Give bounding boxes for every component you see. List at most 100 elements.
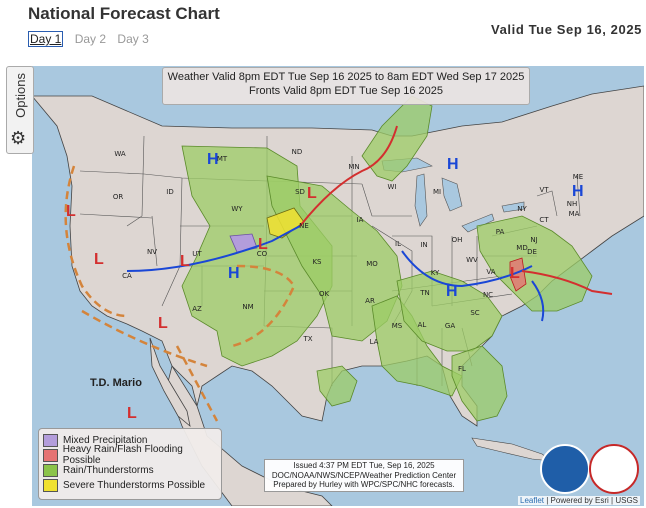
page-title: National Forecast Chart [28, 4, 220, 23]
issued-agency: DOC/NOAA/NWS/NCEP/Weather Prediction Cen… [271, 470, 457, 480]
state-label: DE [527, 248, 537, 256]
state-label: AZ [192, 305, 202, 313]
tab-day-1[interactable]: Day 1 [28, 31, 64, 47]
low-pressure-5: L [307, 185, 317, 202]
legend-swatch [43, 478, 58, 492]
issued-preparer: Prepared by Hurley with WPC/SPC/NHC fore… [273, 480, 455, 489]
state-label: NC [483, 291, 493, 299]
state-label: TX [302, 335, 312, 343]
issued-time: Issued 4:37 PM EDT Tue, Sep 16, 2025 [293, 461, 435, 470]
lake-michigan [414, 173, 428, 227]
low-pressure-7: L [510, 265, 520, 282]
attribution-text: | Powered by Esri | USGS [544, 496, 638, 505]
legend-item-severe: Severe Thunderstorms Possible [43, 478, 205, 492]
high-pressure-3: H [572, 183, 584, 200]
state-label: NV [147, 248, 157, 256]
state-label: LA [370, 338, 379, 346]
state-label: MO [366, 260, 378, 268]
legend-swatch [43, 433, 58, 447]
state-label: OH [452, 236, 463, 244]
state-label: MA [569, 210, 580, 218]
state-label: IL [395, 240, 401, 248]
tab-day-2[interactable]: Day 2 [74, 32, 107, 46]
high-pressure-1: H [207, 151, 219, 168]
state-label: UT [192, 250, 202, 258]
state-label: MD [516, 244, 527, 252]
rain-areas [181, 95, 593, 422]
low-pressure-1: L [66, 203, 76, 220]
state-label: CT [539, 216, 549, 224]
mixed-precip-area [229, 233, 258, 253]
state-label: VA [486, 268, 495, 276]
high-pressure-2: H [447, 156, 459, 173]
state-label: IA [357, 216, 364, 224]
lake-ontario [501, 201, 525, 213]
nws-logo[interactable] [589, 444, 639, 494]
valid-date: Valid Tue Sep 16, 2025 [491, 22, 642, 37]
warm-front-east [521, 270, 613, 295]
high-pressure-markers: H H H H H [207, 151, 584, 300]
state-label: WV [466, 256, 478, 264]
state-labels: WA OR ID MT WY NV UT CO CA AZ NM ND SD N… [113, 148, 583, 373]
rain-area-florida [451, 345, 508, 422]
rain-area-south-texas [316, 365, 358, 407]
noaa-logo[interactable] [540, 444, 590, 494]
low-pressure-6: L [158, 315, 168, 332]
legend-label: Rain/Thunderstorms [63, 464, 154, 476]
state-label: NM [242, 303, 253, 311]
land-cuba [471, 437, 554, 462]
cold-front-west [126, 225, 301, 272]
legend-label: Severe Thunderstorms Possible [63, 479, 206, 491]
lake-huron [441, 177, 463, 212]
state-label: SC [470, 309, 479, 317]
low-pressure-markers: L L L L L L L L [66, 185, 520, 422]
state-label: ND [292, 148, 303, 156]
options-panel[interactable]: Options ⚙ [6, 66, 34, 154]
state-label: OK [319, 290, 330, 298]
high-pressure-5: H [446, 283, 458, 300]
gear-icon: ⚙ [10, 128, 27, 148]
troughs [64, 165, 296, 422]
state-label: IN [420, 241, 427, 249]
legend-swatch [43, 448, 58, 462]
legend-item-mixed: Mixed Precipitation [43, 433, 147, 447]
fronts-valid-text: Fronts Valid 8pm EDT Tue Sep 16 2025 [248, 85, 444, 97]
state-label: VT [539, 186, 549, 194]
state-label: CO [257, 250, 268, 258]
state-label: MN [348, 163, 359, 171]
state-label: NY [517, 205, 527, 213]
state-label: PA [496, 228, 505, 236]
state-label: KS [312, 258, 322, 266]
low-pressure-3: L [180, 253, 190, 270]
state-label: NE [299, 222, 309, 230]
issued-box: Issued 4:37 PM EDT Tue, Sep 16, 2025 DOC… [264, 459, 464, 492]
day-tabs: Day 1 Day 2 Day 3 [28, 31, 157, 47]
state-label: OR [113, 193, 124, 201]
state-label: SD [295, 188, 305, 196]
weather-valid-text: Weather Valid 8pm EDT Tue Sep 16 2025 to… [167, 71, 525, 83]
valid-time-box: Weather Valid 8pm EDT Tue Sep 16 2025 to… [162, 67, 530, 105]
flood-area [509, 257, 527, 292]
low-pressure-2: L [94, 251, 104, 268]
stationary-front [299, 125, 398, 227]
tab-day-3[interactable]: Day 3 [117, 32, 149, 46]
lake-erie [461, 213, 495, 233]
state-label: KY [431, 269, 440, 277]
state-label: NH [567, 200, 578, 208]
state-label: TN [419, 289, 430, 297]
land-baja [149, 337, 191, 428]
legend-swatch [43, 463, 58, 477]
storm-label: T.D. Mario [90, 377, 142, 389]
cold-front-atlantic [531, 280, 545, 322]
rain-area-east-coast [476, 215, 593, 312]
legend-label: Mixed Precipitation [63, 434, 148, 446]
legend-item-flood: Heavy Rain/Flash Flooding Possible [43, 444, 221, 466]
state-label: MS [392, 322, 403, 330]
state-label: AL [418, 321, 427, 329]
cold-front-east [401, 250, 533, 288]
state-label: AR [365, 297, 375, 305]
state-label: WA [114, 150, 126, 158]
low-pressure-8: L [127, 405, 137, 422]
leaflet-link[interactable]: Leaflet [520, 496, 545, 505]
legend: Mixed Precipitation Heavy Rain/Flash Flo… [38, 428, 222, 500]
